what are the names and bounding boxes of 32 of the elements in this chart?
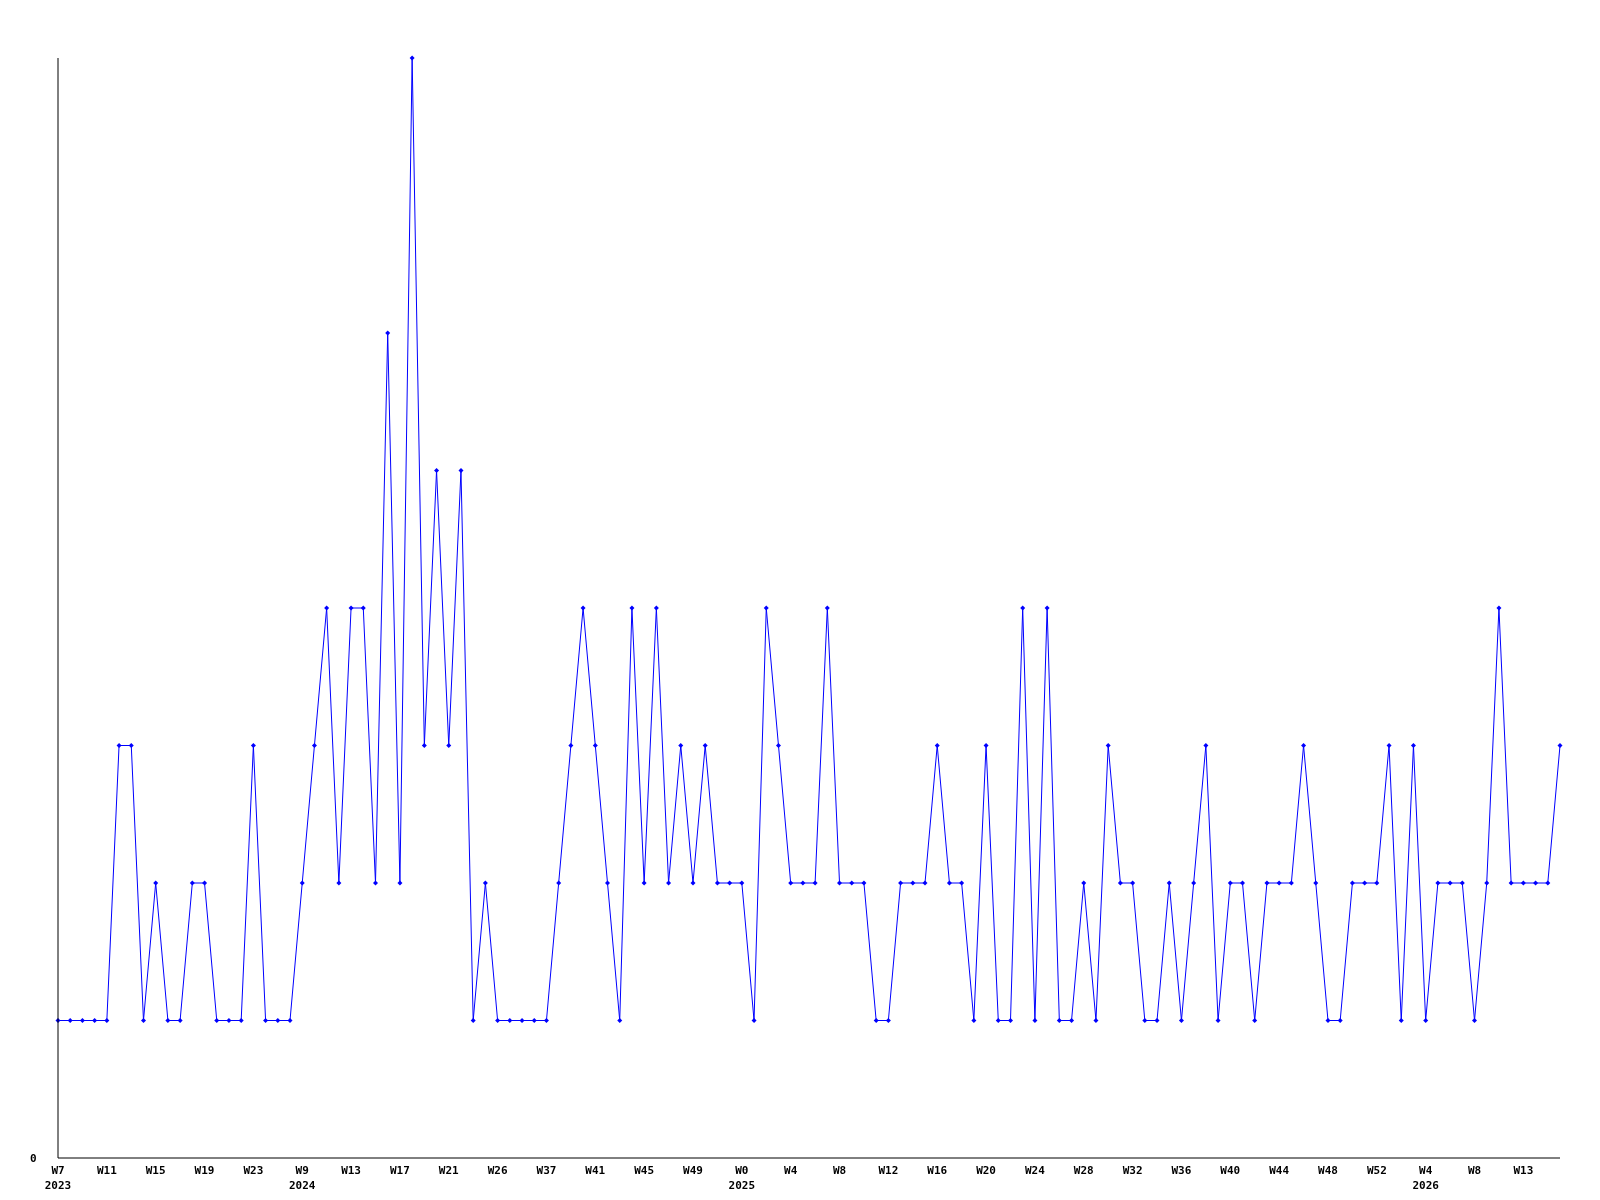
x-tick-label: W16 (927, 1164, 948, 1177)
x-tick-label: W26 (487, 1164, 508, 1177)
x-tick-label: W24 (1024, 1164, 1046, 1177)
x-tick-label: W52 (1366, 1164, 1387, 1177)
x-tick-label: W7 2023 (44, 1164, 72, 1192)
x-tick-label: W8 (1467, 1164, 1482, 1177)
x-tick-label: W48 (1318, 1164, 1338, 1177)
x-tick-label: W17 (389, 1164, 410, 1177)
x-tick-label: W45 (634, 1164, 655, 1177)
x-tick-label: W40 (1220, 1164, 1241, 1177)
x-tick-label: W9 2024 (288, 1164, 316, 1192)
x-tick-label: W0 2025 (728, 1164, 756, 1192)
x-tick-label: W4 (784, 1164, 798, 1177)
x-tick-label: W13 (341, 1164, 362, 1177)
x-tick-label: W32 (1122, 1164, 1143, 1177)
x-tick-label: W8 (832, 1164, 847, 1177)
x-tick-label: W44 (1269, 1164, 1290, 1177)
x-tick-label: W41 (585, 1164, 606, 1177)
x-tick-label: W23 (243, 1164, 264, 1177)
text: 0 (30, 1152, 37, 1165)
x-tick-label: W12 (878, 1164, 899, 1177)
x-tick-label: W36 (1171, 1164, 1192, 1177)
x-tick-label: W4 2026 (1412, 1164, 1440, 1192)
x-tick-label: W15 (145, 1164, 166, 1177)
x-tick-label: W21 (438, 1164, 460, 1177)
x-tick-label: W28 (1073, 1164, 1094, 1177)
x-tick-label: W13 (1513, 1164, 1534, 1177)
x-tick-label: W37 (536, 1164, 557, 1177)
x-tick-label: W20 (976, 1164, 996, 1177)
x-tick-label: W49 (683, 1164, 703, 1177)
x-tick-label: W19 (194, 1164, 215, 1177)
x-tick-label: W11 (96, 1164, 118, 1177)
